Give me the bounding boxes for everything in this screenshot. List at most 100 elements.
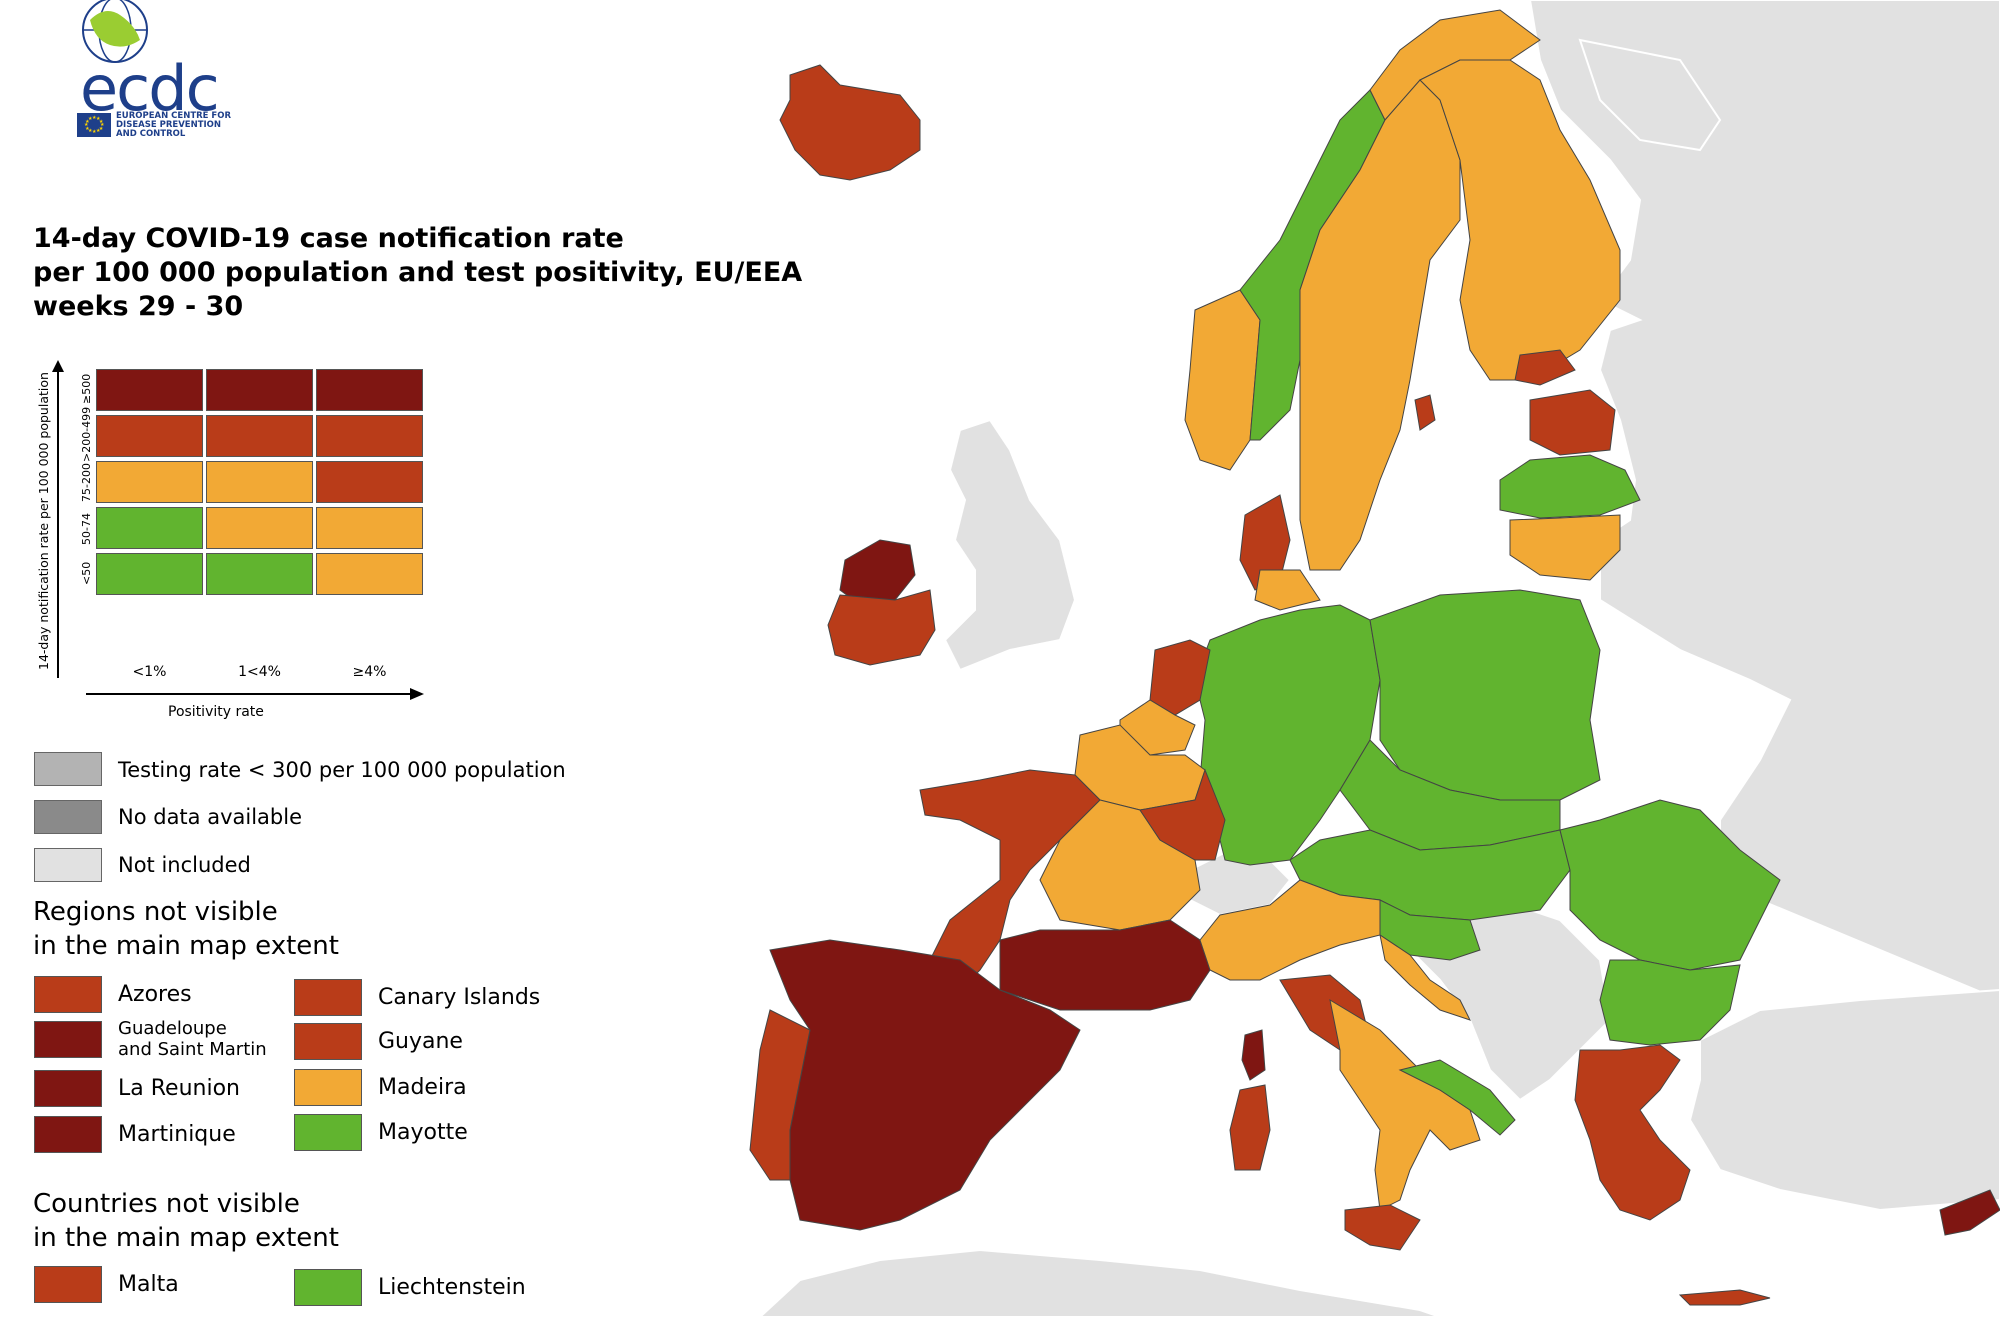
country-finland <box>1419 59 1621 381</box>
label-canary-islands: Canary Islands <box>378 985 541 1010</box>
logo-name-line2: DISEASE PREVENTION <box>116 120 221 130</box>
eu-star-icon: ★ <box>88 115 93 122</box>
country-france-west <box>919 769 1101 991</box>
swatch-guadeloupe <box>34 1021 102 1058</box>
matrix-row-label: 75-200 <box>80 463 93 502</box>
country-italy-apulia <box>1398 1059 1516 1136</box>
eu-star-icon: ★ <box>85 118 90 125</box>
matrix-col-label: ≥4% <box>352 664 387 680</box>
country-cyprus <box>1939 1189 2000 1236</box>
matrix-cell <box>96 415 203 457</box>
country-france-south <box>999 919 1211 1011</box>
label-la-reunion: La Reunion <box>118 1076 240 1101</box>
country-bulgaria <box>1599 959 1741 1046</box>
country-sicily <box>1344 1204 1421 1251</box>
matrix-col-label: <1% <box>132 664 167 680</box>
country-crete <box>1678 1289 1771 1306</box>
country-germany <box>1194 604 1381 866</box>
matrix-cell <box>206 461 313 503</box>
swatch-azores <box>34 976 102 1013</box>
country-gotland <box>1414 394 1436 431</box>
x-axis-title: Positivity rate <box>168 704 264 720</box>
country-sweden <box>1299 79 1461 571</box>
title-line3: weeks 29 - 30 <box>33 291 244 322</box>
swatch-la-reunion <box>34 1070 102 1107</box>
country-corsica <box>1241 1029 1266 1081</box>
eu-star-icon: ★ <box>92 129 97 135</box>
label-malta: Malta <box>118 1272 179 1297</box>
swatch-guyane <box>294 1023 362 1060</box>
eu-star-icon: ★ <box>98 118 104 125</box>
matrix-cell <box>96 553 203 595</box>
logo-name-line1: EUROPEAN CENTRE FOR <box>116 111 232 121</box>
eu-star-icon: ★ <box>92 115 97 121</box>
map-title: 14-day COVID-19 case notification rate p… <box>33 222 803 324</box>
key-testing-label: Testing rate < 300 per 100 000 populatio… <box>118 758 566 782</box>
country-lithuania <box>1509 514 1621 581</box>
country-greece <box>1574 1044 1691 1221</box>
country-ireland-north <box>839 539 916 606</box>
ecdc-logo <box>40 0 240 150</box>
matrix-cell <box>206 553 313 595</box>
country-sardinia <box>1229 1084 1271 1171</box>
region-kola <box>1578 38 1722 152</box>
eu-star-icon: ★ <box>98 125 104 132</box>
matrix-cell <box>316 369 423 411</box>
key-not-included-label: Not included <box>118 853 251 877</box>
country-italy-north <box>1199 879 1381 981</box>
label-guadeloupe: Guadeloupe and Saint Martin <box>118 1018 267 1060</box>
matrix-cell <box>206 507 313 549</box>
label-guadeloupe-line1: Guadeloupe <box>118 1018 227 1039</box>
logo-full-name: EUROPEAN CENTRE FOR DISEASE PREVENTION A… <box>116 112 266 139</box>
eu-star-icon: ★ <box>85 125 90 132</box>
swatch-martinique <box>34 1116 102 1153</box>
legend-panel: ecdc ★ ★ ★ ★ ★ ★ ★ ★ ★ ★ ★ ★ EUROPEAN CENTRE FOR DI… <box>0 0 802 1317</box>
not-included-land <box>758 0 2000 1317</box>
country-france-center <box>1039 799 1201 931</box>
country-poland <box>1369 589 1601 801</box>
eu-star-icon: ★ <box>100 122 105 128</box>
matrix-cell <box>96 461 203 503</box>
matrix-row-label: <50 <box>80 561 93 585</box>
matrix-cell <box>96 507 203 549</box>
swatch-madeira <box>294 1069 362 1106</box>
eu-star-icon: ★ <box>84 122 89 128</box>
logo-acronym: ecdc <box>80 52 220 125</box>
country-croatia-coast <box>1379 933 1471 1021</box>
region-great-britain <box>943 418 1077 672</box>
label-guadeloupe-line2: and Saint Martin <box>118 1039 267 1060</box>
country-estonia <box>1529 389 1616 456</box>
countries-title-line2: in the main map extent <box>33 1223 339 1253</box>
matrix-cell <box>316 553 423 595</box>
country-portugal <box>749 1009 811 1181</box>
x-axis-arrow <box>86 688 424 700</box>
countries-title-line1: Countries not visible <box>33 1189 300 1219</box>
matrix-row-label: ≥500 <box>80 373 93 404</box>
label-guyane: Guyane <box>378 1029 463 1054</box>
eu-flag-icon: ★ ★ ★ ★ ★ ★ ★ ★ ★ ★ ★ ★ <box>77 113 111 137</box>
title-line1: 14-day COVID-19 case notification rate <box>33 223 624 254</box>
country-iceland <box>779 64 921 181</box>
swatch-canary-islands <box>294 979 362 1016</box>
eu-star-icon: ★ <box>88 128 93 135</box>
matrix-row-label: >200-499 <box>80 406 93 462</box>
region-north-africa <box>758 1248 1441 1317</box>
eu-star-icon: ★ <box>96 128 101 135</box>
country-finland-south-east <box>1514 349 1576 386</box>
region-turkey <box>1688 988 2000 1212</box>
y-axis-title: 14-day notification rate per 100 000 pop… <box>36 372 51 670</box>
swatch-mayotte <box>294 1114 362 1151</box>
globe-icon <box>82 0 148 63</box>
title-line2: per 100 000 population and test positivi… <box>33 257 803 288</box>
regions-title-line2: in the main map extent <box>33 931 339 961</box>
country-france-east <box>1139 768 1226 861</box>
country-norway-west <box>1184 289 1261 471</box>
matrix-cell <box>206 415 313 457</box>
regions-title-line1: Regions not visible <box>33 897 278 927</box>
matrix-cell <box>206 369 313 411</box>
label-liechtenstein: Liechtenstein <box>378 1275 526 1300</box>
y-axis-arrow <box>52 360 64 678</box>
matrix-cell <box>316 415 423 457</box>
key-no-data-swatch <box>34 800 102 834</box>
